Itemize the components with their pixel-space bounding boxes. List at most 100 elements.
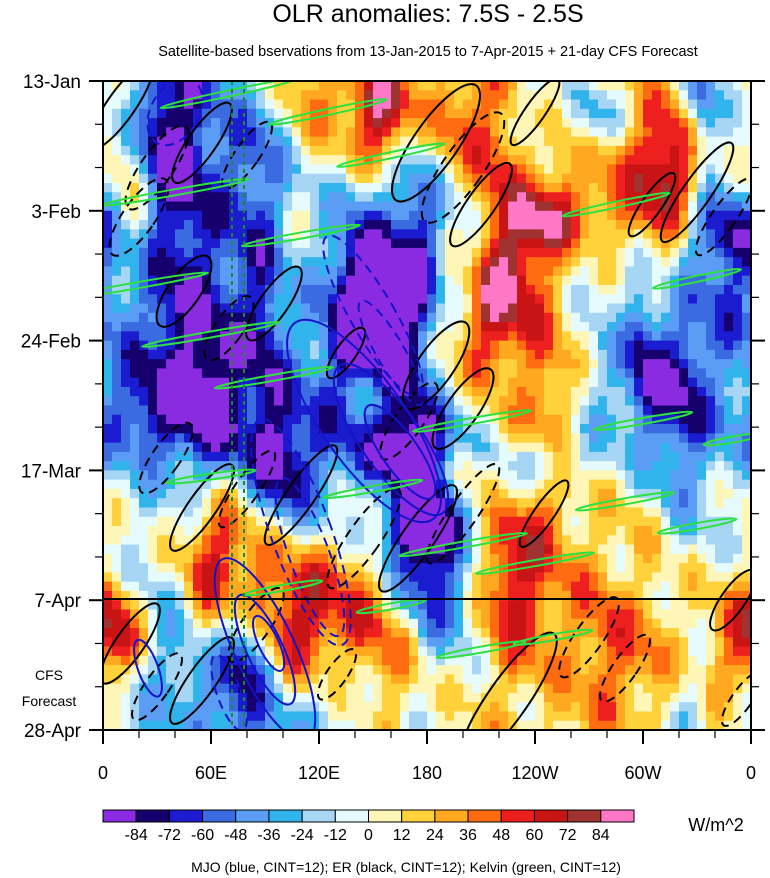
field-cell <box>391 284 401 295</box>
field-cell <box>571 498 581 509</box>
field-cell <box>364 433 374 444</box>
field-cell <box>319 182 329 193</box>
field-cell <box>517 618 527 629</box>
field-cell <box>724 572 734 583</box>
field-cell <box>454 303 464 314</box>
field-cell <box>733 563 743 573</box>
field-cell <box>553 303 563 314</box>
field-cell <box>553 377 563 388</box>
field-cell <box>229 368 239 379</box>
field-cell <box>436 99 446 110</box>
field-cell <box>310 516 320 527</box>
field-cell <box>202 637 212 648</box>
field-cell <box>382 433 392 444</box>
field-cell <box>166 702 176 713</box>
field-cell <box>391 405 401 416</box>
field-cell <box>184 637 194 648</box>
field-cell <box>571 145 581 156</box>
field-cell <box>553 590 563 601</box>
field-cell <box>688 396 698 407</box>
field-cell <box>139 590 149 601</box>
field-cell <box>589 340 599 351</box>
field-cell <box>247 414 257 425</box>
field-cell <box>292 553 302 564</box>
field-cell <box>391 173 401 184</box>
field-cell <box>427 127 437 138</box>
field-cell <box>193 238 203 249</box>
field-cell <box>715 405 725 416</box>
field-cell <box>319 563 329 573</box>
field-cell <box>148 488 158 499</box>
field-cell <box>481 349 491 360</box>
field-cell <box>715 155 725 166</box>
field-cell <box>328 507 338 518</box>
field-cell <box>400 312 410 323</box>
field-cell <box>652 229 662 240</box>
field-cell <box>715 646 725 657</box>
field-cell <box>328 303 338 314</box>
field-cell <box>517 275 527 286</box>
field-cell <box>103 683 113 694</box>
field-cell <box>400 711 410 722</box>
field-cell <box>688 155 698 166</box>
field-cell <box>247 396 257 407</box>
field-cell <box>670 563 680 573</box>
field-cell <box>490 90 500 101</box>
field-cell <box>634 711 644 722</box>
field-cell <box>130 377 140 388</box>
field-cell <box>733 257 743 268</box>
field-cell <box>193 535 203 546</box>
field-cell <box>490 192 500 203</box>
field-cell <box>472 90 482 101</box>
field-cell <box>652 535 662 546</box>
field-cell <box>319 164 329 175</box>
field-cell <box>193 618 203 629</box>
field-cell <box>400 628 410 638</box>
field-cell <box>634 683 644 694</box>
field-cell <box>139 516 149 527</box>
field-cell <box>526 590 536 601</box>
field-cell <box>112 655 122 666</box>
field-cell <box>265 683 275 694</box>
field-cell <box>418 108 428 119</box>
field-cell <box>535 655 545 666</box>
field-cell <box>688 692 698 703</box>
field-cell <box>679 711 689 722</box>
field-cell <box>598 488 608 499</box>
field-cell <box>166 266 176 277</box>
field-cell <box>265 173 275 184</box>
field-cell <box>625 386 635 397</box>
field-cell <box>688 451 698 462</box>
field-cell <box>256 553 266 564</box>
field-cell <box>265 646 275 657</box>
field-cell <box>409 182 419 193</box>
field-cell <box>319 618 329 629</box>
field-cell <box>238 127 248 138</box>
field-cell <box>211 238 221 249</box>
field-cell <box>742 275 751 286</box>
field-cell <box>589 405 599 416</box>
field-cell <box>391 618 401 629</box>
field-cell <box>634 377 644 388</box>
field-cell <box>589 553 599 564</box>
field-cell <box>355 609 365 620</box>
field-cell <box>616 396 626 407</box>
field-cell <box>508 229 518 240</box>
field-cell <box>589 210 599 221</box>
field-cell <box>526 470 536 481</box>
field-cell <box>490 247 500 258</box>
field-cell <box>211 396 221 407</box>
field-cell <box>652 81 662 91</box>
field-cell <box>742 711 751 722</box>
field-cell <box>256 535 266 546</box>
field-cell <box>490 349 500 360</box>
field-cell <box>634 405 644 416</box>
field-cell <box>283 377 293 388</box>
field-cell <box>616 368 626 379</box>
field-cell <box>625 322 635 332</box>
field-cell <box>607 498 617 509</box>
field-cell <box>373 340 383 351</box>
field-cell <box>715 145 725 156</box>
field-cell <box>373 247 383 258</box>
field-cell <box>454 451 464 462</box>
